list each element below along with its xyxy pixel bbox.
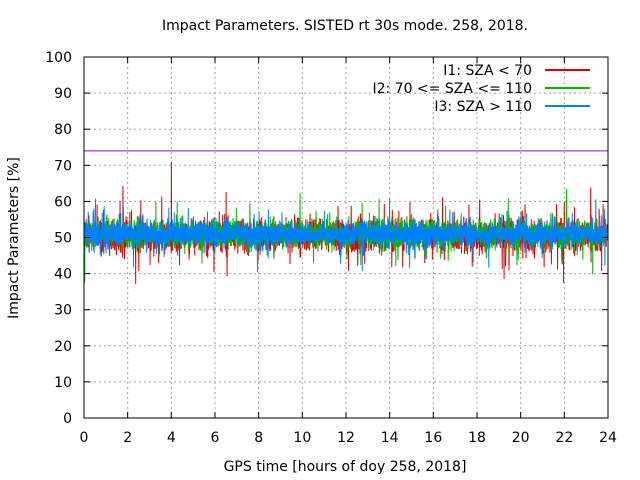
legend-label-2: I2: 70 <= SZA <= 110 (372, 81, 532, 97)
y-tick-label: 30 (54, 303, 72, 319)
y-tick-label: 70 (54, 158, 72, 174)
x-tick-label: 24 (599, 430, 617, 446)
y-axis-label: Impact Parameters [%] (6, 157, 22, 319)
axis-ticks: 0 2 4 6 8 10 12 14 16 18 20 22 240102030405060708090… (45, 50, 617, 446)
x-tick-label: 4 (167, 430, 176, 446)
legend: I1: SZA < 70 I2: 70 <= SZA <= 110 I3: SZA … (372, 63, 590, 115)
legend-label-3: I3: SZA > 110 (434, 99, 532, 115)
y-tick-label: 10 (54, 375, 72, 391)
series-line-3 (83, 198, 609, 273)
chart-title: Impact Parameters. SISTED rt 30s mode. 2… (162, 18, 528, 34)
y-tick-label: 100 (45, 50, 72, 66)
y-tick-label: 50 (54, 231, 72, 247)
x-tick-label: 16 (424, 430, 442, 446)
y-tick-label: 40 (54, 267, 72, 283)
x-tick-label: 6 (211, 430, 220, 446)
legend-label-1: I1: SZA < 70 (443, 63, 532, 79)
x-tick-label: 8 (254, 430, 263, 446)
x-tick-label: 20 (512, 430, 530, 446)
x-tick-label: 22 (555, 430, 573, 446)
x-tick-label: 10 (293, 430, 311, 446)
x-tick-label: 0 (80, 430, 89, 446)
series-layer (83, 161, 609, 285)
x-axis-label: GPS time [hours of doy 258, 2018] (224, 459, 467, 475)
y-tick-label: 20 (54, 339, 72, 355)
x-tick-label: 18 (468, 430, 486, 446)
y-tick-label: 90 (54, 86, 72, 102)
x-tick-label: 14 (381, 430, 399, 446)
y-tick-label: 0 (63, 411, 72, 427)
y-tick-label: 60 (54, 194, 72, 210)
y-tick-label: 80 (54, 122, 72, 138)
x-tick-label: 12 (337, 430, 355, 446)
x-tick-label: 2 (123, 430, 132, 446)
